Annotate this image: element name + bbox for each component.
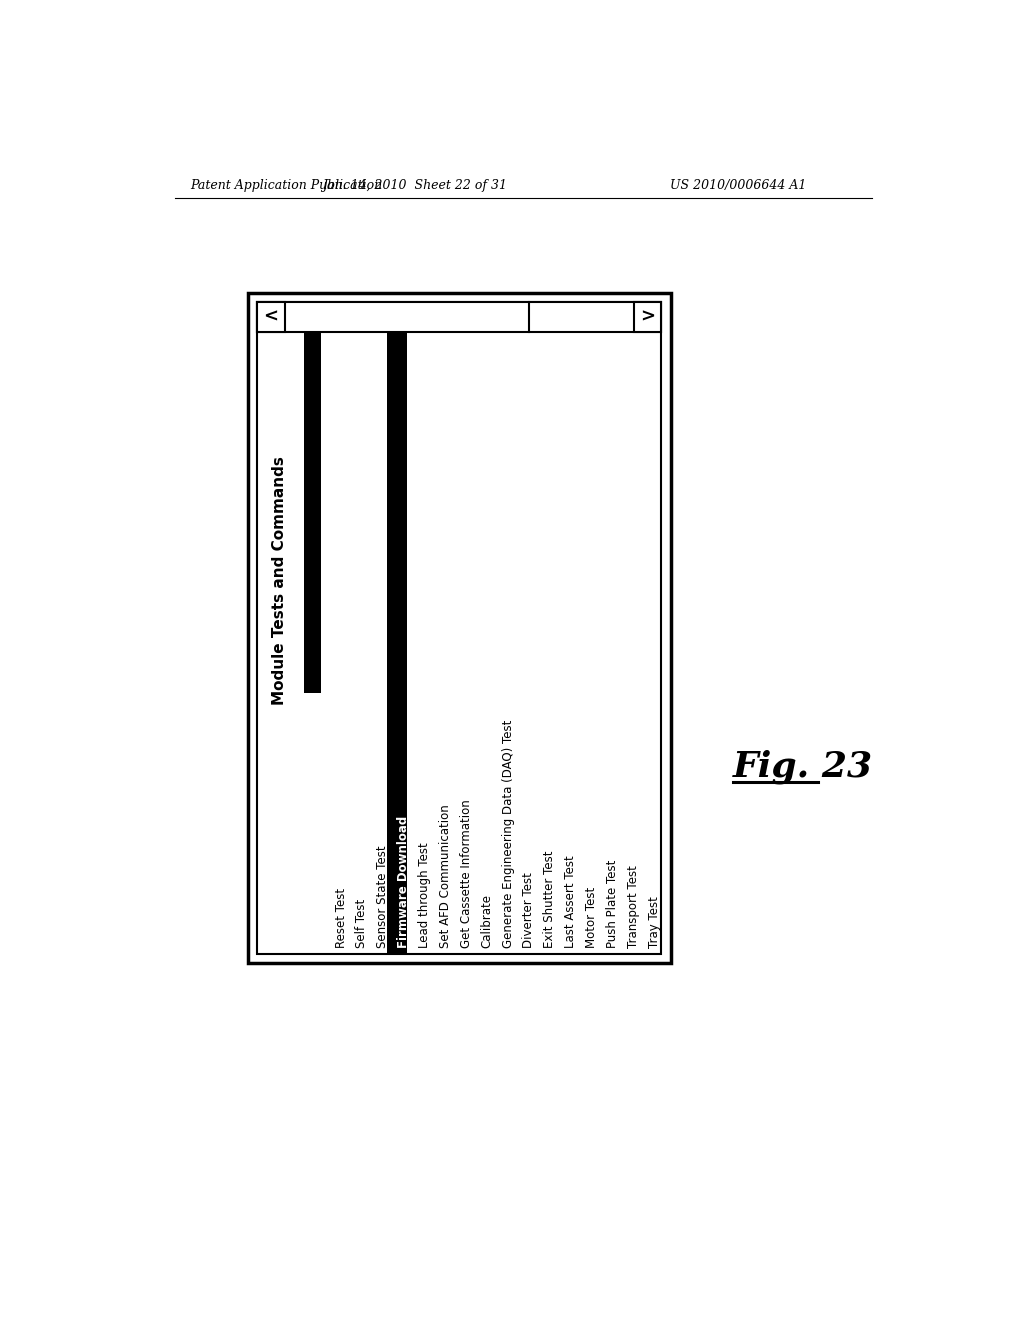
Text: Calibrate: Calibrate <box>480 894 494 948</box>
Text: Get Cassette Information: Get Cassette Information <box>460 799 473 948</box>
Text: US 2010/0006644 A1: US 2010/0006644 A1 <box>671 178 807 191</box>
Text: Tray Test: Tray Test <box>647 896 660 948</box>
Bar <box>304 331 321 693</box>
Text: Self Test: Self Test <box>355 899 369 948</box>
Text: Push Plate Test: Push Plate Test <box>606 859 618 948</box>
Text: Set AFD Communication: Set AFD Communication <box>439 804 452 948</box>
Bar <box>634 302 662 331</box>
Text: Fig. 23: Fig. 23 <box>732 750 872 784</box>
Text: Firmware Download: Firmware Download <box>397 816 411 948</box>
Bar <box>387 331 408 954</box>
Text: Reset Test: Reset Test <box>335 887 347 948</box>
Text: Sensor State Test: Sensor State Test <box>376 845 389 948</box>
Text: Patent Application Publication: Patent Application Publication <box>190 178 382 191</box>
Text: <: < <box>263 308 279 326</box>
Text: Transport Test: Transport Test <box>627 865 640 948</box>
Text: Diverter Test: Diverter Test <box>522 871 536 948</box>
Text: Motor Test: Motor Test <box>585 887 598 948</box>
Bar <box>248 293 671 964</box>
Text: Module Tests and Commands: Module Tests and Commands <box>272 457 288 705</box>
Text: Exit Shutter Test: Exit Shutter Test <box>544 850 556 948</box>
Bar <box>257 302 285 331</box>
Bar <box>257 302 662 331</box>
Text: Generate Engineering Data (DAQ) Test: Generate Engineering Data (DAQ) Test <box>502 719 514 948</box>
Text: Last Assert Test: Last Assert Test <box>564 855 578 948</box>
Text: Lead through Test: Lead through Test <box>418 842 431 948</box>
Bar <box>257 302 662 331</box>
Text: Jan. 14, 2010  Sheet 22 of 31: Jan. 14, 2010 Sheet 22 of 31 <box>323 178 507 191</box>
Bar <box>257 302 662 954</box>
Text: >: > <box>640 308 655 326</box>
